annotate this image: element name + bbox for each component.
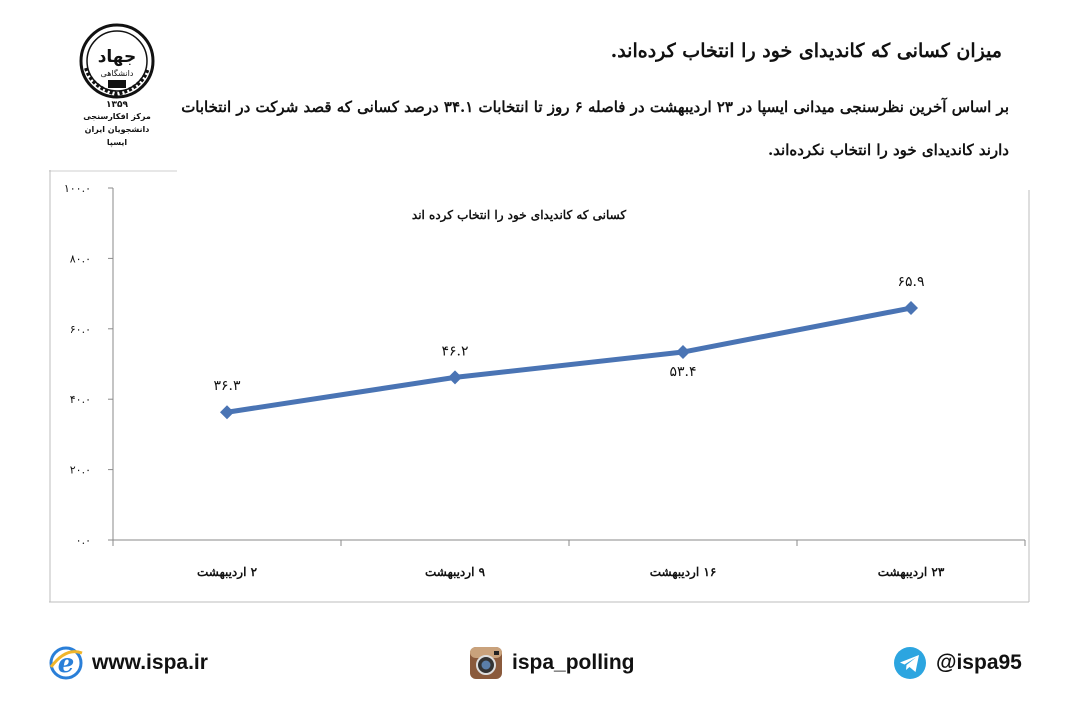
- ispa-logo: جهاد دانشگاهی ۱۳۵۹ مرکز افکارسنجی دانشجو…: [62, 22, 172, 149]
- data-point-marker: [904, 301, 918, 316]
- y-tick-label: ۲۰.۰: [70, 464, 91, 477]
- instagram-icon: [470, 647, 502, 679]
- logo-org-line2: ایسپا: [106, 138, 128, 147]
- data-point-marker: [676, 345, 690, 360]
- page-title: میزان کسانی که کاندیدای خود را انتخاب کر…: [610, 40, 1002, 62]
- internet-explorer-icon: e: [49, 646, 83, 680]
- y-tick-label: ۸۰.۰: [70, 252, 91, 265]
- y-tick-label: ۴۰.۰: [70, 393, 91, 406]
- jahad-emblem-icon: جهاد دانشگاهی: [79, 23, 155, 99]
- x-category-label: ۱۶ اردیبهشت: [650, 565, 717, 580]
- data-label: ۴۶.۲: [441, 343, 468, 359]
- data-label: ۳۶.۳: [213, 378, 240, 394]
- logo-org-line1: مرکز افکارسنجی دانشجویان ایران: [83, 112, 151, 134]
- instagram-text: ispa_polling: [512, 651, 635, 674]
- data-point-marker: [220, 405, 234, 420]
- y-tick-label: ۶۰.۰: [70, 323, 91, 336]
- telegram-link[interactable]: @ispa95: [892, 643, 1022, 683]
- telegram-icon: [894, 647, 926, 679]
- website-link[interactable]: e www.ispa.ir: [48, 643, 208, 683]
- logo-tag: دانشگاهی: [101, 68, 134, 78]
- series-line: [226, 305, 912, 415]
- telegram-text: @ispa95: [936, 651, 1022, 674]
- logo-name: جهاد: [98, 47, 137, 67]
- data-label: ۵۳.۴: [669, 364, 696, 380]
- x-category-label: ۲ اردیبهشت: [197, 565, 258, 580]
- data-point-marker: [448, 370, 462, 385]
- summary-text: بر اساس آخرین نظرسنجی میدانی ایسپا در ۲۳…: [181, 98, 1009, 159]
- chart-title: کسانی که کاندیدای خود را انتخاب کرده اند: [412, 208, 626, 223]
- website-text: www.ispa.ir: [92, 651, 208, 674]
- y-tick-label: ۰.۰: [76, 534, 91, 547]
- data-label: ۶۵.۹: [897, 274, 924, 290]
- line-chart-svg: کسانی که کاندیدای خود را انتخاب کرده اند…: [49, 170, 1030, 603]
- instagram-link[interactable]: ispa_polling: [468, 643, 635, 683]
- x-category-label: ۹ اردیبهشت: [425, 565, 486, 580]
- line-chart: کسانی که کاندیدای خود را انتخاب کرده اند…: [49, 170, 1030, 603]
- logo-year: ۱۳۵۹: [106, 100, 128, 110]
- y-tick-label: ۱۰۰.۰: [64, 182, 91, 195]
- x-category-label: ۲۳ اردیبهشت: [878, 565, 945, 580]
